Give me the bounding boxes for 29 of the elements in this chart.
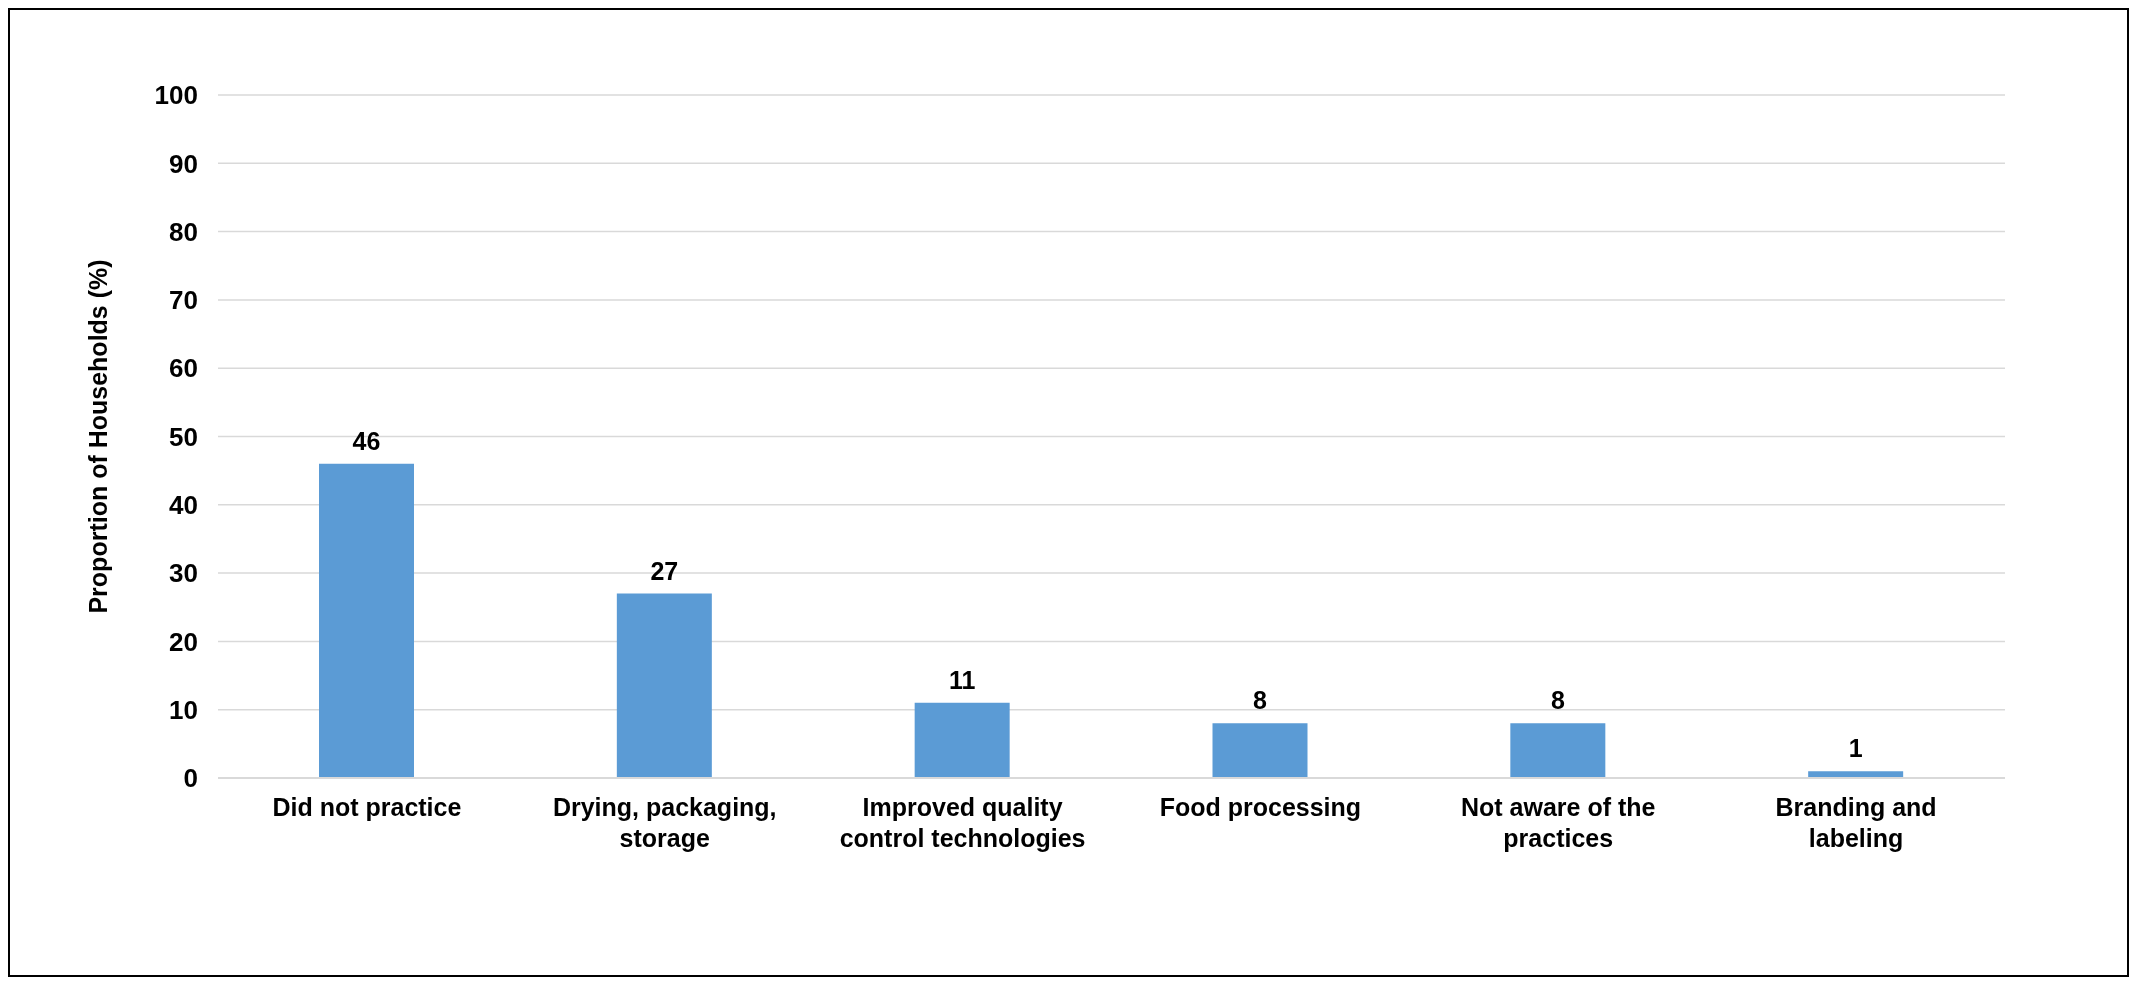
data-label: 8 <box>1550 686 1565 715</box>
data-label: 46 <box>352 426 381 455</box>
bar <box>319 463 414 778</box>
x-tick-label: Branding and labeling <box>1775 793 1937 852</box>
bar <box>1212 723 1308 778</box>
x-tick-label: Did not practice <box>272 793 462 821</box>
data-label: 27 <box>650 556 679 585</box>
data-label: 1 <box>1848 734 1863 763</box>
x-tick-label: Not aware of the practices <box>1461 793 1656 852</box>
bar <box>914 702 1010 778</box>
bar <box>1510 723 1606 778</box>
y-tick-label: 70 <box>169 285 198 316</box>
y-axis-title: Proportion of Households (%) <box>83 259 112 614</box>
bar <box>616 593 712 778</box>
y-tick-label: 50 <box>169 421 198 452</box>
y-tick-label: 20 <box>169 626 198 657</box>
x-tick-label: Improved quality control technologies <box>839 793 1086 852</box>
y-tick-label: 100 <box>154 80 198 111</box>
y-tick-label: 40 <box>169 490 198 521</box>
y-tick-label: 80 <box>169 216 198 247</box>
y-tick-label: 90 <box>169 148 198 179</box>
data-label: 8 <box>1253 686 1268 715</box>
x-tick-label: Drying, packaging, storage <box>552 793 777 852</box>
y-tick-label: 30 <box>169 558 198 589</box>
data-label: 11 <box>948 665 976 694</box>
x-tick-label: Food processing <box>1159 793 1362 821</box>
y-tick-label: 10 <box>169 694 198 725</box>
y-tick-label: 60 <box>169 353 198 384</box>
y-tick-label: 0 <box>183 763 198 794</box>
